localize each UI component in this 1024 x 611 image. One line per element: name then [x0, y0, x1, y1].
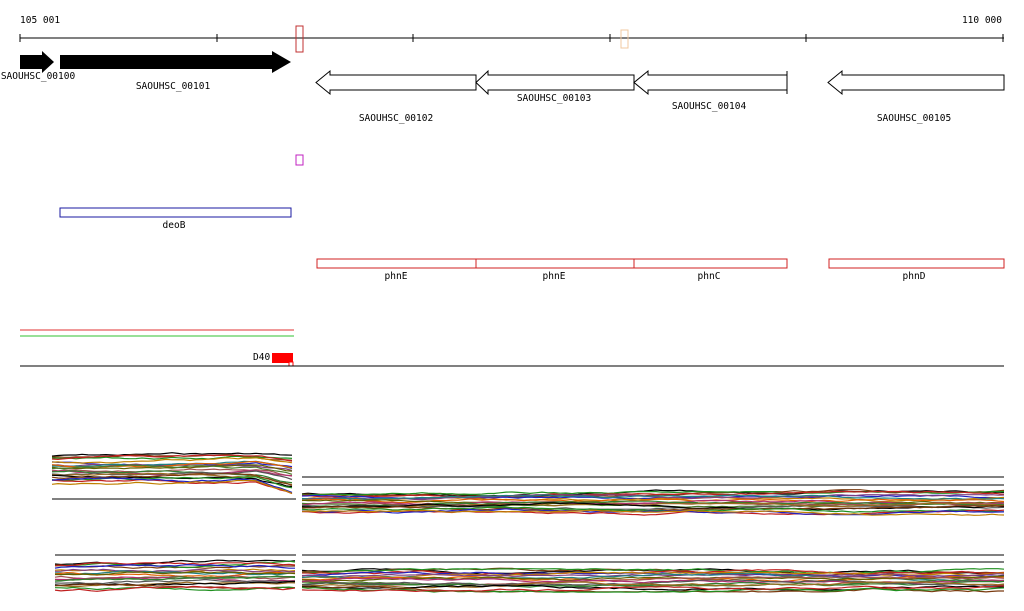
gene-arrow-00104[interactable] [633, 69, 788, 96]
position-marker-red[interactable] [295, 25, 304, 53]
expression-profile-line [51, 472, 293, 486]
expression-profile-line [301, 509, 1005, 516]
gene-label-00102: SAOUHSC_00102 [359, 113, 433, 124]
expression-profile-line [54, 568, 296, 573]
expression-profile-line [54, 562, 296, 567]
feature-box-phne-1[interactable] [316, 258, 477, 269]
expression-profile-line [51, 476, 293, 489]
expression-profile-line [54, 578, 295, 585]
expression-profile-line [54, 585, 296, 592]
expression-1-right-profiles [301, 489, 1005, 516]
expression-profile-line [54, 581, 296, 588]
ruler-start-label: 105 001 [20, 15, 60, 26]
expression-profile-line [51, 464, 293, 472]
expression-profile-line [54, 586, 296, 592]
annotation-d40-label: D40 [253, 352, 270, 363]
expression-profile-line [54, 576, 296, 582]
gene-arrow-00105[interactable] [827, 69, 1005, 96]
feature-label-phne-2: phnE [543, 271, 566, 282]
coordinate-ruler: 105 001 110 000 [19, 15, 1004, 53]
expression-1-left-profiles [51, 452, 293, 495]
position-marker-magenta[interactable] [295, 154, 304, 166]
expression-profile-line [301, 575, 1005, 583]
feature-box-phnc[interactable] [633, 258, 788, 269]
annotation-d40-block[interactable] [272, 353, 293, 363]
gene-arrow-00103[interactable] [475, 69, 635, 96]
position-marker-faint[interactable] [620, 29, 629, 49]
expression-panel-1 [51, 452, 1005, 516]
expression-profile-line [54, 563, 295, 569]
annotation-d40-notch [288, 361, 294, 367]
gene-track: SAOUHSC_00100 SAOUHSC_00101 SAOUHSC_0010… [1, 51, 1005, 124]
expression-profile-line [301, 502, 1005, 511]
gene-label-00105: SAOUHSC_00105 [877, 113, 951, 124]
expression-profile-line [301, 494, 1005, 501]
expression-profile-line [301, 494, 1005, 501]
feature-label-phne-1: phnE [385, 271, 408, 282]
gene-label-00104: SAOUHSC_00104 [672, 101, 747, 112]
expression-profile-line [301, 571, 1004, 579]
expression-profile-line [51, 472, 293, 486]
feature-box-phnd[interactable] [828, 258, 1005, 269]
ruler-ticks [19, 34, 1004, 42]
expression-profile-line [51, 452, 293, 457]
expression-profile-line [51, 470, 293, 484]
feature-label-deob: deoB [163, 220, 186, 231]
expression-profile-line [54, 570, 296, 576]
expression-2-right-profiles [301, 567, 1005, 593]
feature-label-phnd: phnD [903, 271, 926, 282]
gene-label-00100: SAOUHSC_00100 [1, 71, 76, 82]
expression-profile-line [51, 454, 293, 462]
expression-2-left-profiles [54, 559, 296, 592]
gene-arrow-00100[interactable] [20, 51, 54, 73]
feature-box-deob[interactable] [59, 207, 292, 218]
expression-profile-line [54, 571, 296, 576]
expression-profile-line [302, 508, 1005, 516]
expression-profile-line [51, 478, 293, 495]
feature-box-phne-2[interactable] [475, 258, 635, 269]
annotation-d40[interactable]: D40 [253, 352, 294, 367]
expression-profile-line [301, 502, 1005, 509]
gene-arrow-00101[interactable] [60, 51, 291, 73]
expression-profile-line [51, 470, 293, 481]
feature-track: deoB phnE phnE phnC phnD [59, 207, 1005, 282]
expression-profile-line [51, 455, 293, 460]
expression-profile-line [301, 585, 1005, 593]
ruler-end-label: 110 000 [962, 15, 1002, 26]
gene-label-00101: SAOUHSC_00101 [136, 81, 211, 92]
expression-profile-line [51, 457, 293, 464]
expression-profile-line [301, 494, 1005, 500]
expression-profile-line [51, 464, 293, 475]
expression-profile-line [302, 569, 1005, 576]
expression-panel-2 [54, 554, 1005, 593]
gene-label-00103: SAOUHSC_00103 [517, 93, 591, 104]
feature-label-phnc: phnC [698, 271, 721, 282]
gene-arrow-00102[interactable] [315, 69, 477, 96]
expression-profile-line [302, 579, 1005, 587]
expression-profile-line [301, 490, 1005, 498]
expression-profile-line [51, 479, 293, 494]
